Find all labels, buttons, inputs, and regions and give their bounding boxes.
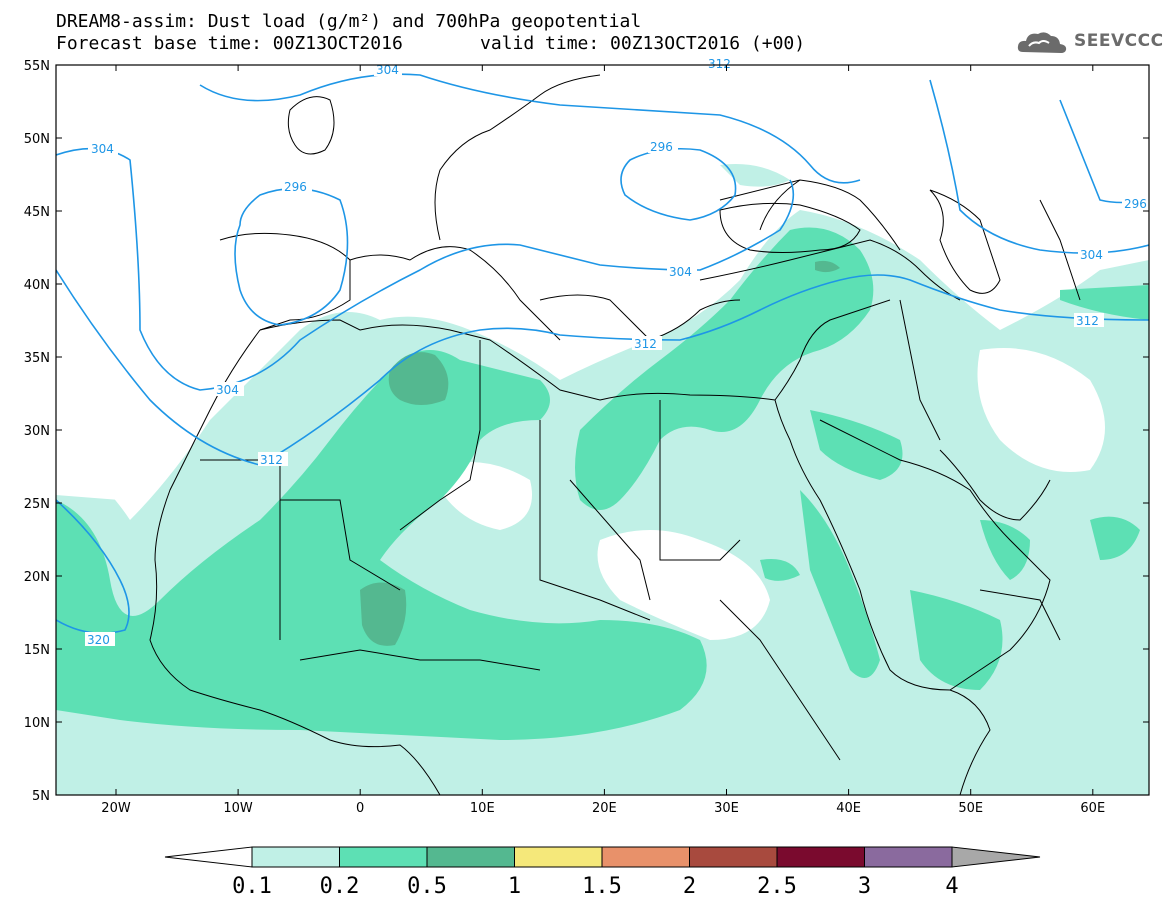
lon-label: 20W bbox=[101, 801, 131, 816]
contour-label: 312 bbox=[634, 337, 657, 351]
logo-text: SEEVCCC bbox=[1074, 31, 1164, 51]
cloud-logo-icon bbox=[1017, 32, 1067, 53]
colorbar-swatch bbox=[776, 846, 865, 868]
lon-label: 40E bbox=[836, 801, 861, 816]
colorbar-label: 0.2 bbox=[320, 874, 360, 899]
colorbar-label: 3 bbox=[858, 874, 871, 899]
colorbar-low-arrow bbox=[164, 846, 253, 868]
colorbar-high-arrow bbox=[951, 846, 1041, 868]
contour-label: 296 bbox=[1124, 197, 1147, 211]
colorbar-swatch bbox=[864, 846, 953, 868]
contour-label: 312 bbox=[708, 57, 731, 71]
colorbar: 0.1 0.2 0.5 1 1.5 2 2.5 3 4 bbox=[164, 846, 1041, 899]
contour-label: 296 bbox=[650, 140, 673, 154]
contour-label: 304 bbox=[376, 63, 399, 77]
lat-label: 55N bbox=[24, 59, 50, 74]
lon-label: 10E bbox=[470, 801, 495, 816]
lon-label: 10W bbox=[223, 801, 253, 816]
lat-label: 30N bbox=[24, 424, 50, 439]
lon-label: 0 bbox=[356, 801, 364, 816]
dust-field bbox=[56, 65, 1149, 795]
colorbar-swatch bbox=[601, 846, 690, 868]
colorbar-swatch bbox=[514, 846, 603, 868]
colorbar-label: 1 bbox=[508, 874, 521, 899]
lat-label: 40N bbox=[24, 278, 50, 293]
colorbar-swatch bbox=[689, 846, 778, 868]
contour-label: 312 bbox=[1076, 314, 1099, 328]
colorbar-label: 0.1 bbox=[232, 874, 272, 899]
lat-label: 25N bbox=[24, 497, 50, 512]
colorbar-swatch bbox=[339, 846, 428, 868]
valid-time: valid time: 00Z13OCT2016 (+00) bbox=[480, 33, 806, 54]
lon-label: 50E bbox=[958, 801, 983, 816]
lon-label: 60E bbox=[1080, 801, 1105, 816]
colorbar-label: 1.5 bbox=[582, 874, 622, 899]
colorbar-label: 0.5 bbox=[407, 874, 447, 899]
colorbar-swatch bbox=[426, 846, 515, 868]
colorbar-label: 2.5 bbox=[757, 874, 797, 899]
lat-label: 45N bbox=[24, 205, 50, 220]
lon-label: 20E bbox=[592, 801, 617, 816]
lat-label: 10N bbox=[24, 716, 50, 731]
map-title: DREAM8-assim: Dust load (g/m²) and 700hP… bbox=[56, 11, 642, 32]
forecast-base-time: Forecast base time: 00Z13OCT2016 bbox=[56, 33, 403, 54]
contour-label: 312 bbox=[260, 453, 283, 467]
lat-label: 50N bbox=[24, 132, 50, 147]
contour-label: 320 bbox=[87, 633, 110, 647]
colorbar-label: 2 bbox=[683, 874, 696, 899]
lat-label: 15N bbox=[24, 643, 50, 658]
lat-label: 5N bbox=[32, 789, 50, 804]
contour-labels: 304 304 296 296 296 304 304 312 312 312 … bbox=[85, 57, 1149, 647]
colorbar-label: 4 bbox=[945, 874, 958, 899]
contour-label: 304 bbox=[91, 142, 114, 156]
contour-label: 304 bbox=[1080, 248, 1103, 262]
lat-label: 35N bbox=[24, 351, 50, 366]
lat-label: 20N bbox=[24, 570, 50, 585]
colorbar-swatch bbox=[251, 846, 340, 868]
contour-label: 304 bbox=[669, 265, 692, 279]
contour-label: 304 bbox=[216, 383, 239, 397]
lon-label: 30E bbox=[714, 801, 739, 816]
contour-label: 296 bbox=[284, 180, 307, 194]
